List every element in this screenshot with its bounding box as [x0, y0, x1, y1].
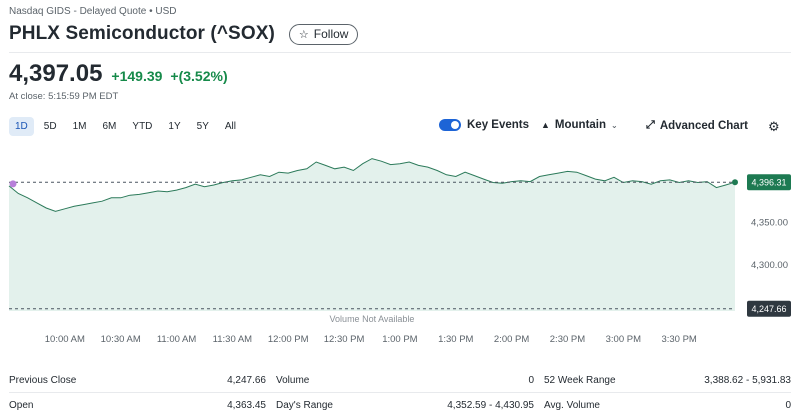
x-tick-label: 2:00 PM	[494, 334, 529, 345]
page-title: PHLX Semiconductor (^SOX)	[9, 23, 275, 44]
price-badges: 4,396.31 4,247.66	[747, 174, 791, 317]
stats-divider	[9, 392, 791, 393]
advanced-chart-button[interactable]: ⤢ Advanced Chart	[646, 119, 748, 132]
stat-value: 4,363.45	[227, 399, 266, 411]
current-price-badge-label: 4,396.31	[751, 178, 786, 188]
price-chart[interactable]: Volume Not Available 4,350.00 4,300.00 10…	[0, 145, 800, 348]
y-axis-ticks: 4,350.00 4,300.00	[751, 218, 788, 272]
stat-volume: Volume 0	[276, 375, 544, 386]
x-tick-label: 11:30 AM	[213, 334, 253, 345]
y-tick-label: 4,300.00	[751, 260, 788, 271]
x-tick-label: 11:00 AM	[157, 334, 197, 345]
exchange-info: Nasdaq GIDS - Delayed Quote • USD	[9, 6, 177, 17]
x-tick-label: 1:30 PM	[438, 334, 473, 345]
range-all[interactable]: All	[224, 121, 236, 132]
range-6m[interactable]: 6M	[102, 121, 117, 132]
x-tick-label: 10:30 AM	[101, 334, 141, 345]
x-tick-label: 10:00 AM	[45, 334, 85, 345]
stat-label: Volume	[276, 374, 310, 386]
key-events-toggle[interactable]	[439, 119, 461, 131]
stat-label: Day's Range	[276, 399, 333, 411]
range-5d[interactable]: 5D	[43, 121, 57, 132]
y-tick-label: 4,350.00	[751, 218, 788, 229]
current-price-badge-bg	[747, 174, 791, 191]
stat-label: Open	[9, 399, 34, 411]
x-tick-label: 1:00 PM	[382, 334, 417, 345]
chart-type-label: Mountain	[554, 119, 607, 131]
current-price-dot	[732, 179, 738, 186]
stat-value: 0	[785, 399, 791, 411]
event-marker[interactable]	[9, 180, 17, 188]
range-1d[interactable]: 1D	[9, 117, 34, 136]
price-value: 4,397.05	[9, 60, 103, 87]
stat-value: 3,388.62 - 5,931.83	[704, 374, 791, 386]
title-row: PHLX Semiconductor (^SOX) ☆ Follow	[9, 23, 359, 45]
x-tick-label: 3:30 PM	[661, 334, 696, 345]
expand-icon: ⤢	[646, 119, 655, 131]
key-stats: Previous Close 4,247.66 Volume 0 52 Week…	[9, 368, 791, 412]
price-row: 4,397.05 +149.39 +(3.52%)	[9, 60, 228, 88]
stat-previous-close: Previous Close 4,247.66	[9, 375, 276, 386]
previous-close-badge-bg	[747, 300, 791, 317]
chevron-down-icon: ⌄	[611, 120, 618, 130]
x-tick-label: 2:30 PM	[550, 334, 585, 345]
stat-label: 52 Week Range	[544, 374, 616, 386]
previous-close-badge-label: 4,247.66	[751, 304, 786, 314]
stats-row: Open 4,363.45 Day's Range 4,352.59 - 4,4…	[9, 393, 791, 412]
stat-52-week-range: 52 Week Range 3,388.62 - 5,931.83	[544, 375, 791, 386]
settings-button[interactable]: ⚙	[768, 119, 780, 135]
mountain-icon: ▲	[541, 120, 550, 130]
price-change: +149.39	[111, 68, 163, 84]
gear-icon: ⚙	[768, 119, 780, 134]
key-events-control[interactable]: Key Events	[439, 119, 529, 131]
stats-row: Previous Close 4,247.66 Volume 0 52 Week…	[9, 368, 791, 392]
volume-note: Volume Not Available	[330, 314, 415, 324]
x-tick-label: 3:00 PM	[606, 334, 641, 345]
follow-button[interactable]: ☆ Follow	[288, 23, 359, 45]
range-5y[interactable]: 5Y	[196, 121, 209, 132]
star-icon: ☆	[298, 28, 309, 41]
stat-label: Previous Close	[9, 374, 77, 386]
x-axis-ticks: 10:00 AM 10:30 AM 11:00 AM 11:30 AM 12:00 PM…	[45, 334, 697, 345]
key-events-label: Key Events	[467, 119, 530, 131]
stat-value: 4,352.59 - 4,430.95	[447, 399, 534, 411]
stat-avg-volume: Avg. Volume 0	[544, 400, 791, 411]
x-tick-label: 12:30 PM	[324, 334, 365, 345]
range-ytd[interactable]: YTD	[132, 121, 153, 132]
stat-value: 0	[528, 374, 534, 386]
price-line	[8, 158, 736, 212]
advanced-chart-label: Advanced Chart	[659, 119, 748, 132]
follow-label: Follow	[313, 27, 349, 41]
stat-label: Avg. Volume	[544, 399, 600, 411]
stat-value: 4,247.66	[227, 374, 266, 386]
close-time: At close: 5:15:59 PM EDT	[9, 91, 119, 102]
range-1m[interactable]: 1M	[72, 121, 87, 132]
stat-open: Open 4,363.45	[9, 400, 276, 411]
chart-type-dropdown[interactable]: ▲ Mountain ⌄	[541, 119, 618, 131]
range-1y[interactable]: 1Y	[168, 121, 181, 132]
price-area	[9, 158, 735, 311]
price-change-percent: +(3.52%)	[170, 68, 228, 84]
stat-days-range: Day's Range 4,352.59 - 4,430.95	[276, 400, 544, 411]
header-divider	[9, 52, 791, 53]
range-selector: 1D 5D 1M 6M YTD 1Y 5Y All	[9, 117, 246, 136]
x-tick-label: 12:00 PM	[268, 334, 309, 345]
